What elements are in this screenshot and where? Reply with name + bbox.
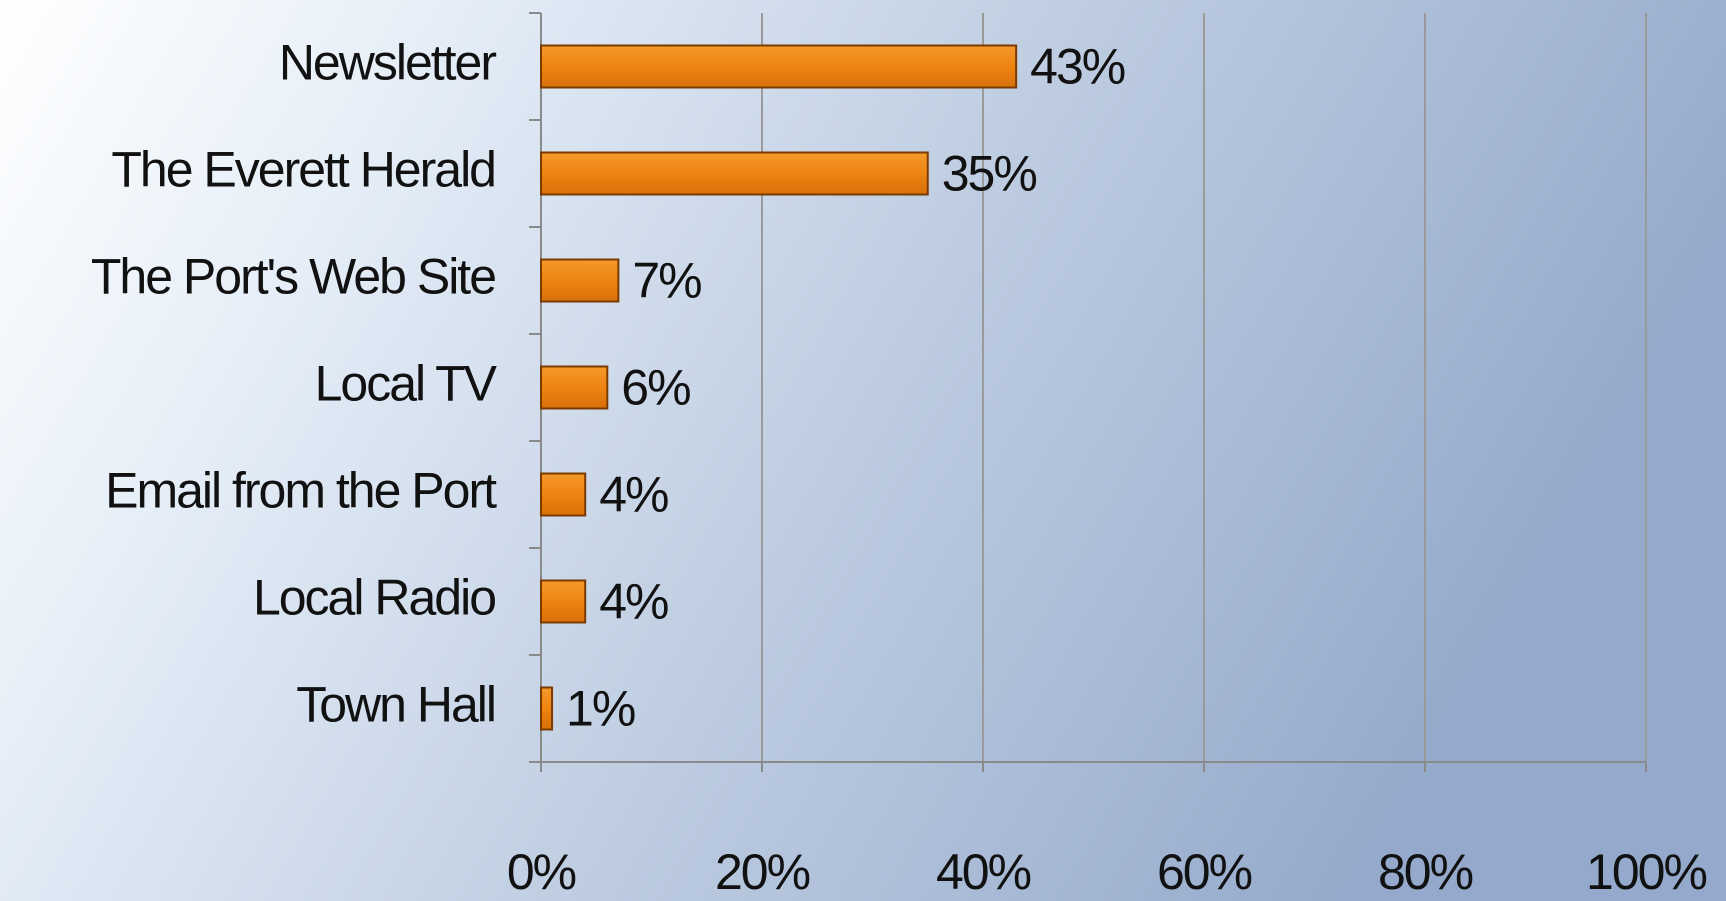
- x-tick-label: 80%: [1378, 844, 1473, 900]
- data-label: 7%: [632, 253, 701, 309]
- y-tick-label: Town Hall: [296, 677, 495, 733]
- bar: [540, 44, 1018, 89]
- bar: [540, 686, 554, 731]
- bar: [540, 579, 587, 624]
- bar: [540, 365, 609, 410]
- x-tick-label: 0%: [507, 844, 576, 900]
- x-tick-label: 40%: [936, 844, 1031, 900]
- data-label: 43%: [1030, 39, 1125, 95]
- data-label: 4%: [599, 574, 668, 630]
- data-label: 1%: [566, 681, 635, 737]
- x-tick-label: 60%: [1157, 844, 1252, 900]
- bar: [540, 151, 929, 196]
- y-tick-label: Email from the Port: [105, 463, 497, 519]
- bar: [540, 472, 587, 517]
- x-tick-label: 100%: [1586, 844, 1706, 900]
- y-tick-label: Newsletter: [279, 35, 497, 91]
- y-tick-label: Local TV: [315, 356, 498, 412]
- data-label: 4%: [599, 467, 668, 523]
- y-tick-label: The Everett Herald: [111, 142, 495, 198]
- x-tick-label: 20%: [715, 844, 810, 900]
- bar: [540, 258, 620, 303]
- data-label: 6%: [621, 360, 690, 416]
- y-tick-label: The Port's Web Site: [91, 249, 495, 305]
- data-label: 35%: [942, 146, 1037, 202]
- y-tick-label: Local Radio: [253, 570, 495, 626]
